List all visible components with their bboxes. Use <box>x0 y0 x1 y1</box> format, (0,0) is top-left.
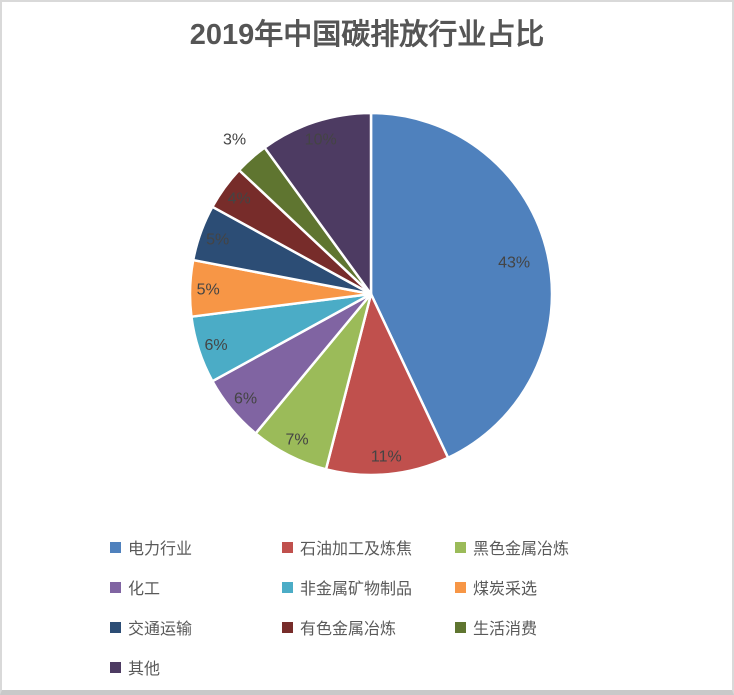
legend-label: 生活消费 <box>473 621 538 638</box>
legend-item-2[interactable]: 石油加工及炼焦 <box>282 534 455 560</box>
legend-item-9[interactable]: 生活消费 <box>455 614 665 640</box>
legend-item-4[interactable]: 化工 <box>110 574 282 600</box>
data-label: 6% <box>234 390 257 407</box>
legend-swatch-icon <box>110 581 121 593</box>
data-label: 4% <box>228 191 251 208</box>
pie-plot-area: 43% 11% 7% 6% 6% 5% 5% 4% 3% 10% <box>188 111 554 477</box>
legend-item-5[interactable]: 非金属矿物制品 <box>282 574 455 600</box>
data-label: 5% <box>197 281 220 298</box>
legend-item-10[interactable]: 其他 <box>110 654 282 680</box>
legend-item-8[interactable]: 有色金属冶炼 <box>282 614 455 640</box>
data-label: 11% <box>371 449 402 466</box>
legend-swatch-icon <box>110 621 121 633</box>
legend-swatch-icon <box>282 621 293 633</box>
legend-swatch-icon <box>110 541 121 553</box>
legend-label: 交通运输 <box>128 621 193 638</box>
legend-label: 电力行业 <box>128 541 193 558</box>
legend-label: 煤炭采选 <box>473 581 538 598</box>
legend-swatch-icon <box>282 581 293 593</box>
legend-item-7[interactable]: 交通运输 <box>110 614 282 640</box>
legend-label: 化工 <box>128 581 161 598</box>
legend-item-1[interactable]: 电力行业 <box>110 534 282 560</box>
chart-title: 2019年中国碳排放行业占比 <box>189 19 545 51</box>
legend-label: 有色金属冶炼 <box>300 621 397 638</box>
legend-label: 非金属矿物制品 <box>300 581 413 598</box>
legend-label: 黑色金属冶炼 <box>473 541 570 558</box>
pie-slice-10[interactable] <box>263 111 373 296</box>
legend-swatch-icon <box>455 541 466 553</box>
legend-label: 其他 <box>128 661 161 678</box>
pie-slice-1[interactable] <box>369 111 554 460</box>
chart-legend: 电力行业 石油加工及炼焦 黑色金属冶炼化工 非金属矿物制品 煤炭采选交通运输 有色金属冶炼… <box>110 534 665 680</box>
data-label: 43% <box>498 255 530 272</box>
legend-item-3[interactable]: 黑色金属冶炼 <box>455 534 665 560</box>
legend-swatch-icon <box>455 621 466 633</box>
data-label: 3% <box>223 132 246 149</box>
legend-swatch-icon <box>282 541 293 553</box>
data-label: 5% <box>206 231 229 248</box>
legend-swatch-icon <box>455 581 466 593</box>
data-label: 7% <box>285 432 308 449</box>
legend-swatch-icon <box>110 661 121 673</box>
data-label: 10% <box>305 132 337 149</box>
pie-slice-2[interactable] <box>324 292 450 477</box>
legend-label: 石油加工及炼焦 <box>300 541 413 558</box>
data-label: 6% <box>205 337 228 354</box>
legend-item-6[interactable]: 煤炭采选 <box>455 574 665 600</box>
